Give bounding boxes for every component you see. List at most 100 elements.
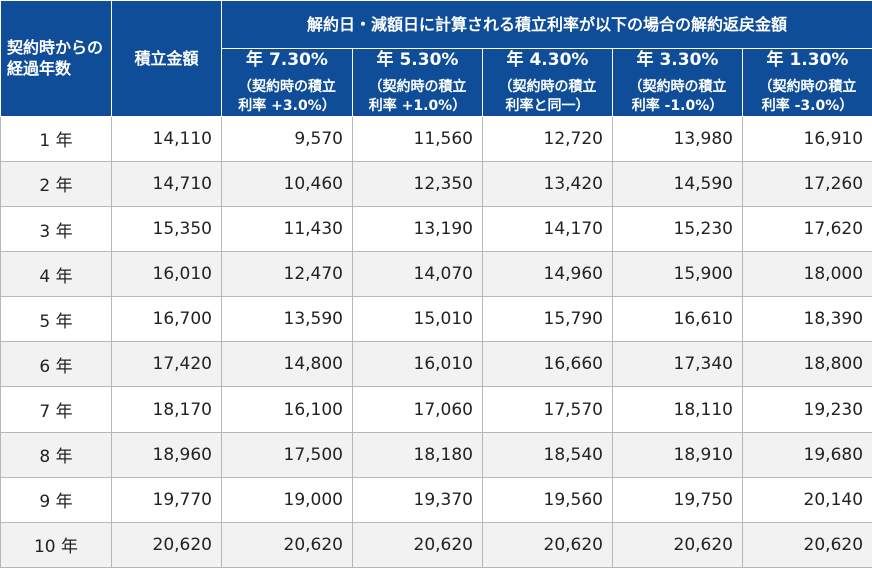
refund-value-cell: 18,540 [482,431,613,478]
refund-value-cell: 12,720 [482,115,613,162]
refund-group-header: 解約日・減額日に計算される積立利率が以下の場合の解約返戻金額 [220,0,872,49]
refund-value-cell: 11,560 [352,115,483,162]
year-cell: 2 年 [0,160,112,207]
refund-value-cell: 13,980 [612,115,743,162]
rate-header: 年 7.30% （契約時の積立 利率 +3.0%） [221,48,353,117]
refund-value-cell: 20,620 [352,521,483,568]
refund-value-cell: 17,340 [612,341,743,388]
refund-value-cell: 18,180 [352,431,483,478]
amount-cell: 14,710 [111,160,222,207]
refund-value-cell: 19,000 [221,476,353,523]
refund-value-cell: 14,070 [352,251,483,298]
year-cell: 10 年 [0,521,112,568]
amount-cell: 16,700 [111,296,222,343]
rate-note-line2: 利率 -1.0%） [631,97,724,114]
refund-value-cell: 11,430 [221,205,353,253]
refund-value-cell: 13,190 [352,205,483,253]
year-cell: 6 年 [0,341,112,388]
refund-value-cell: 14,170 [482,205,613,253]
rate-note-line2: 利率 +3.0%） [238,97,336,114]
rate-title: 年 5.30% [376,50,459,70]
refund-value-cell: 18,000 [741,251,872,298]
refund-value-cell: 13,420 [482,160,613,207]
refund-value-cell: 20,140 [741,476,872,523]
rate-header: 年 1.30% （契約時の積立 利率 -3.0%） [741,48,872,117]
rate-note-line1: （契約時の積立 [628,78,727,95]
table-row: 4 年 16,010 12,470 14,070 14,960 15,900 18,000 [0,251,872,298]
refund-value-cell: 14,800 [221,341,353,388]
refund-value-cell: 15,230 [612,205,743,253]
amount-cell: 19,770 [111,476,222,523]
rate-title: 年 4.30% [506,50,589,70]
refund-value-cell: 19,230 [741,386,872,433]
year-cell: 7 年 [0,386,112,433]
table-row: 1 年 14,110 9,570 11,560 12,720 13,980 16,910 [0,115,872,162]
refund-value-cell: 16,910 [741,115,872,162]
refund-value-cell: 17,500 [221,431,353,478]
refund-value-cell: 16,100 [221,386,353,433]
refund-value-cell: 19,560 [482,476,613,523]
refund-value-cell: 17,060 [352,386,483,433]
amount-cell: 18,170 [111,386,222,433]
refund-value-cell: 15,010 [352,296,483,343]
rate-note-line1: （契約時の積立 [368,78,467,95]
refund-value-cell: 16,610 [612,296,743,343]
rate-note-line2: 利率 -3.0%） [761,97,854,114]
years-header: 契約時からの経過年数 [0,0,112,117]
table-row: 9 年 19,770 19,000 19,370 19,560 19,750 20,140 [0,476,872,523]
refund-value-cell: 18,390 [741,296,872,343]
refund-value-cell: 19,370 [352,476,483,523]
refund-value-cell: 12,470 [221,251,353,298]
table-row: 7 年 18,170 16,100 17,060 17,570 18,110 19,230 [0,386,872,433]
amount-cell: 18,960 [111,431,222,478]
refund-value-cell: 14,590 [612,160,743,207]
rate-note-line2: 利率と同一） [505,97,590,114]
table-row: 6 年 17,420 14,800 16,010 16,660 17,340 18,800 [0,341,872,388]
refund-value-cell: 14,960 [482,251,613,298]
refund-value-cell: 15,790 [482,296,613,343]
amount-cell: 16,010 [111,251,222,298]
year-cell: 9 年 [0,476,112,523]
table-row: 8 年 18,960 17,500 18,180 18,540 18,910 19,680 [0,431,872,478]
refund-value-cell: 20,620 [221,521,353,568]
rate-note-line1: （契約時の積立 [758,78,857,95]
refund-value-cell: 9,570 [221,115,353,162]
refund-value-cell: 19,750 [612,476,743,523]
rate-title: 年 7.30% [246,50,328,70]
amount-cell: 15,350 [111,205,222,253]
refund-value-cell: 10,460 [221,160,353,207]
table-row: 2 年 14,710 10,460 12,350 13,420 14,590 17,260 [0,160,872,207]
table-row: 5 年 16,700 13,590 15,010 15,790 16,610 18,390 [0,296,872,343]
amount-cell: 14,110 [111,115,222,162]
refund-value-cell: 17,570 [482,386,613,433]
amount-header: 積立金額 [111,0,222,117]
rate-header: 年 3.30% （契約時の積立 利率 -1.0%） [612,48,743,117]
rate-header: 年 5.30% （契約時の積立 利率 +1.0%） [352,48,483,117]
year-cell: 1 年 [0,115,112,162]
amount-cell: 20,620 [111,521,222,568]
refund-value-cell: 20,620 [482,521,613,568]
rate-title: 年 1.30% [766,50,849,70]
table-body: 1 年 14,110 9,570 11,560 12,720 13,980 16,910 2 … [0,115,872,568]
year-cell: 4 年 [0,251,112,298]
refund-value-cell: 13,590 [221,296,353,343]
rate-note-line1: （契約時の積立 [498,78,597,95]
rate-note-line2: 利率 +1.0%） [368,97,467,114]
refund-value-cell: 20,620 [612,521,743,568]
refund-value-cell: 18,910 [612,431,743,478]
refund-value-cell: 18,800 [741,341,872,388]
header-row-rates: 年 7.30% （契約時の積立 利率 +3.0%） 年 5.30% （契約時の積… [1,48,872,117]
refund-value-cell: 16,660 [482,341,613,388]
rate-title: 年 3.30% [636,50,719,70]
rate-note-line1: （契約時の積立 [238,78,336,95]
refund-value-cell: 17,620 [741,205,872,253]
refund-value-cell: 19,680 [741,431,872,478]
refund-value-cell: 17,260 [741,160,872,207]
year-cell: 3 年 [0,205,112,253]
table-header: 契約時からの経過年数 積立金額 解約日・減額日に計算される積立利率が以下の場合の… [0,0,872,117]
refund-value-cell: 18,110 [612,386,743,433]
refund-value-cell: 15,900 [612,251,743,298]
table-row: 3 年 15,350 11,430 13,190 14,170 15,230 17,620 [0,205,872,253]
amount-cell: 17,420 [111,341,222,388]
